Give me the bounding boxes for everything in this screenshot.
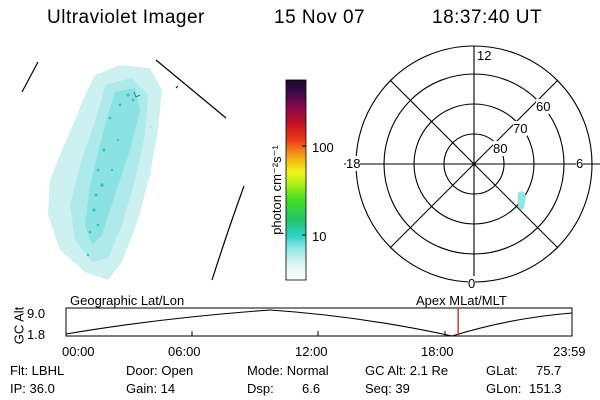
- aurora-swath: [48, 65, 162, 280]
- timeline-left-title: Geographic Lat/Lon: [70, 293, 185, 308]
- timeline-right-title: Apex MLat/MLT: [416, 293, 507, 308]
- timeline-xtick-label-4: 23:59: [553, 344, 586, 359]
- aurora-core: [85, 88, 140, 245]
- timeline-ytick-top: 9.0: [27, 306, 46, 321]
- instrument-title: Ultraviolet Imager: [47, 7, 205, 28]
- status-filter: Flt: LBHL: [10, 363, 65, 378]
- altitude-curve: [65, 309, 573, 337]
- timeline-ytick-bottom: 1.8: [27, 327, 46, 342]
- mlt-label-18: 18: [346, 156, 361, 171]
- status-dsp-label: Dsp:: [247, 381, 274, 396]
- map-boundary-line-3: [211, 185, 245, 281]
- polar-aurora-patch: [518, 191, 526, 210]
- status-dsp-value: 6.6: [302, 381, 321, 396]
- map-boundary-line-2: [155, 59, 227, 119]
- timeline-xtick-label-1: 06:00: [168, 344, 201, 359]
- map-boundary-line-1: [21, 61, 39, 93]
- colorbar-tick-label-100: 100: [312, 140, 334, 155]
- timeline-frame: [65, 307, 573, 337]
- mlt-label-12: 12: [477, 48, 492, 63]
- polar-diagonal-2: [389, 79, 559, 249]
- status-gain: Gain: 14: [126, 381, 176, 396]
- colorbar-tick-label-10: 10: [312, 229, 327, 244]
- mlt-label-0: 0: [468, 276, 476, 291]
- status-glon-value: 151.3: [529, 381, 562, 396]
- status-seq: Seq: 39: [365, 381, 410, 396]
- timeline-xtick-label-0: 00:00: [62, 344, 95, 359]
- timeline-xtick-label-3: 18:00: [421, 344, 454, 359]
- lat-label-60: 60: [536, 99, 551, 114]
- date-label: 15 Nov 07: [274, 7, 366, 28]
- time-label: 18:37:40 UT: [432, 7, 543, 28]
- colorbar-gradient: [285, 79, 307, 281]
- lat-label-70: 70: [513, 121, 528, 136]
- status-ip: IP: 36.0: [10, 381, 55, 396]
- status-glat-label: GLat:: [486, 363, 518, 378]
- map-boundary-line-4: [175, 85, 179, 89]
- status-gc-alt: GC Alt: 2.1 Re: [365, 363, 449, 378]
- lat-label-80: 80: [493, 141, 508, 156]
- status-glon-label: GLon:: [486, 381, 522, 396]
- mlt-label-6: 6: [576, 156, 584, 171]
- timeline-xtick-label-2: 12:00: [295, 344, 328, 359]
- status-door: Door: Open: [126, 363, 194, 378]
- status-mode: Mode: Normal: [247, 363, 329, 378]
- status-glat-value: 75.7: [536, 363, 562, 378]
